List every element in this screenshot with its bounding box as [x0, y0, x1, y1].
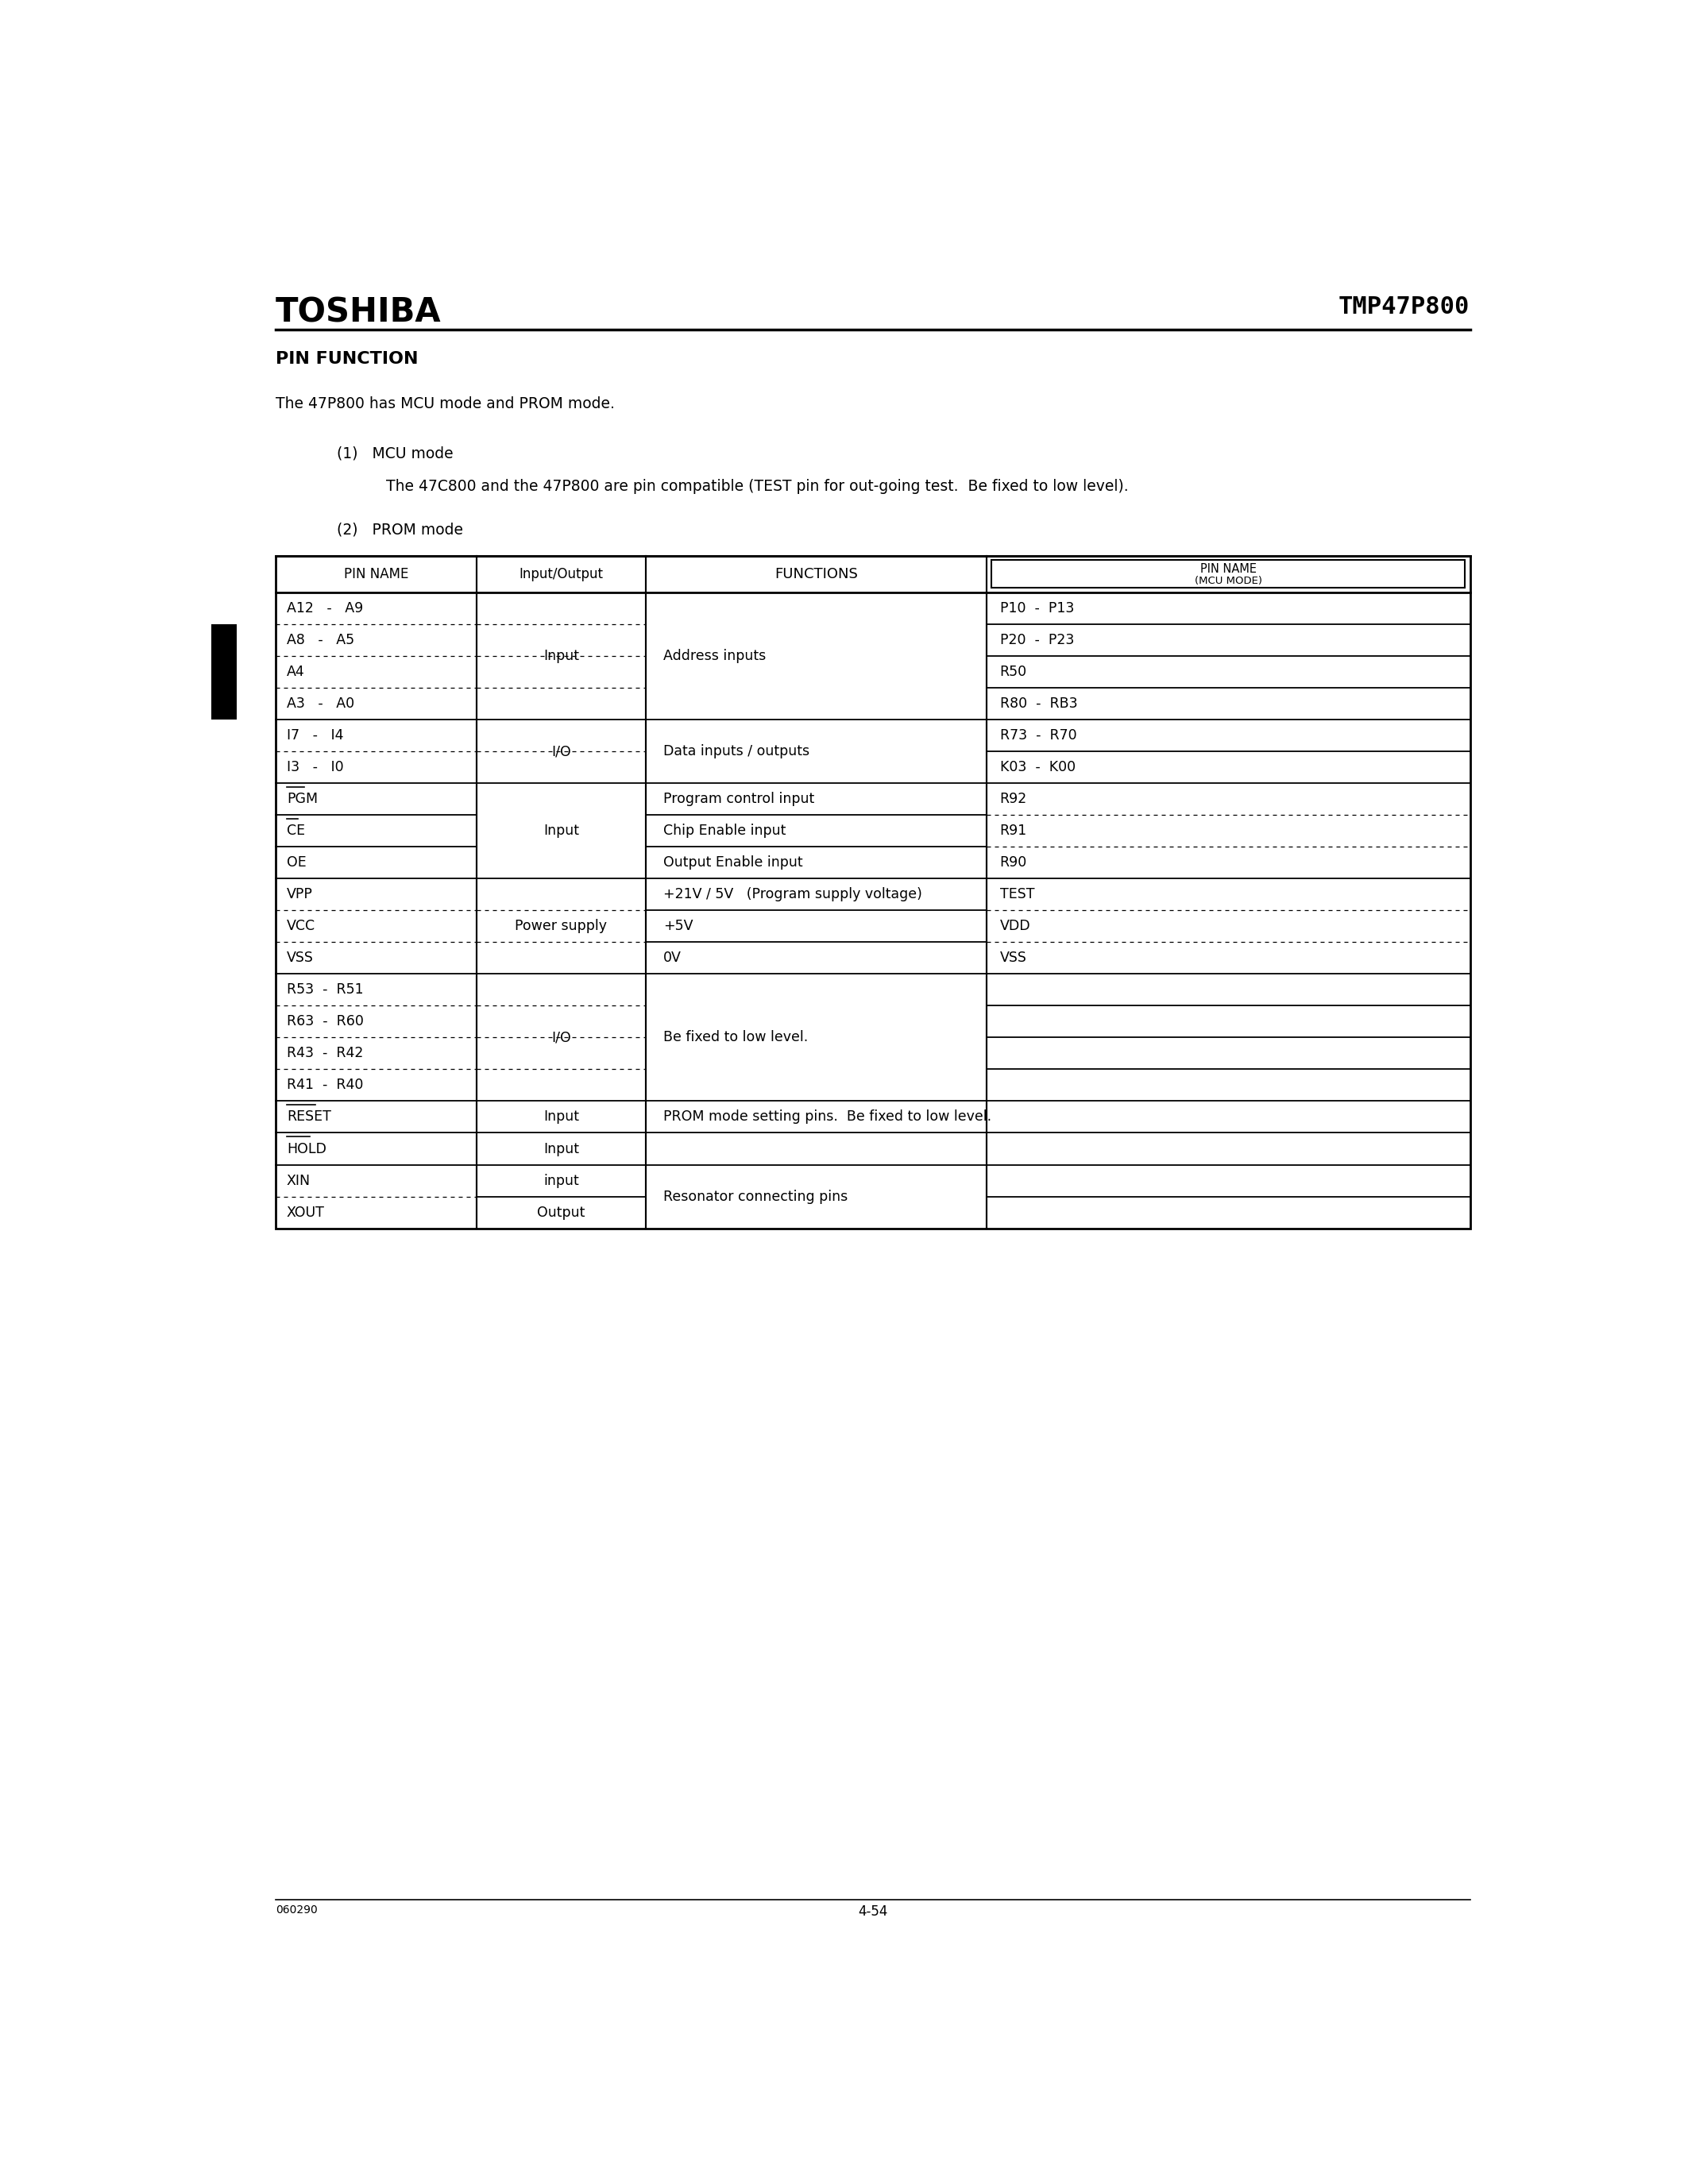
Text: I/O: I/O — [552, 1031, 571, 1044]
Text: (2)   PROM mode: (2) PROM mode — [338, 522, 464, 537]
Text: PIN NAME: PIN NAME — [344, 568, 408, 581]
Text: FUNCTIONS: FUNCTIONS — [775, 568, 858, 581]
Text: R63  -  R60: R63 - R60 — [287, 1013, 363, 1029]
Text: HOLD: HOLD — [287, 1142, 326, 1155]
Text: VCC: VCC — [287, 919, 316, 933]
Text: PIN FUNCTION: PIN FUNCTION — [275, 352, 419, 367]
Text: R90: R90 — [999, 856, 1026, 869]
Text: I7   -   I4: I7 - I4 — [287, 727, 344, 743]
Text: 060290: 060290 — [275, 1904, 317, 1915]
Text: R80  -  RB3: R80 - RB3 — [999, 697, 1077, 710]
Text: input: input — [544, 1173, 579, 1188]
Text: Input: Input — [544, 1142, 579, 1155]
Text: P20  -  P23: P20 - P23 — [999, 633, 1074, 646]
Text: Be fixed to low level.: Be fixed to low level. — [663, 1031, 809, 1044]
Text: The 47C800 and the 47P800 are pin compatible (TEST pin for out-going test.  Be f: The 47C800 and the 47P800 are pin compat… — [387, 478, 1129, 494]
Text: (1)   MCU mode: (1) MCU mode — [338, 446, 454, 461]
Text: R91: R91 — [999, 823, 1026, 839]
Text: VDD: VDD — [999, 919, 1030, 933]
Text: OE: OE — [287, 856, 307, 869]
Text: VSS: VSS — [287, 950, 314, 965]
Text: K03  -  K00: K03 - K00 — [999, 760, 1075, 775]
Text: TMP47P800: TMP47P800 — [1339, 295, 1470, 319]
Text: A8   -   A5: A8 - A5 — [287, 633, 354, 646]
Text: Chip Enable input: Chip Enable input — [663, 823, 785, 839]
Text: VPP: VPP — [287, 887, 312, 902]
Bar — [211, 625, 236, 719]
Text: I3   -   I0: I3 - I0 — [287, 760, 344, 775]
Text: Address inputs: Address inputs — [663, 649, 766, 664]
Text: Program control input: Program control input — [663, 793, 814, 806]
Text: R73  -  R70: R73 - R70 — [999, 727, 1077, 743]
Text: R43  -  R42: R43 - R42 — [287, 1046, 363, 1061]
Text: XOUT: XOUT — [287, 1206, 324, 1219]
Text: R92: R92 — [999, 793, 1026, 806]
Text: R50: R50 — [999, 664, 1026, 679]
Text: (MCU MODE): (MCU MODE) — [1195, 577, 1263, 587]
Text: PIN NAME: PIN NAME — [1200, 563, 1256, 574]
Text: P10  -  P13: P10 - P13 — [999, 601, 1074, 616]
Text: PROM mode setting pins.  Be fixed to low level.: PROM mode setting pins. Be fixed to low … — [663, 1109, 991, 1125]
Text: +5V: +5V — [663, 919, 692, 933]
Text: Input: Input — [544, 649, 579, 664]
Text: XIN: XIN — [287, 1173, 311, 1188]
Text: 4-54: 4-54 — [858, 1904, 888, 1920]
Text: TOSHIBA: TOSHIBA — [275, 295, 441, 330]
Text: VSS: VSS — [999, 950, 1026, 965]
Text: RESET: RESET — [287, 1109, 331, 1125]
Text: R53  -  R51: R53 - R51 — [287, 983, 363, 996]
Text: Input: Input — [544, 1109, 579, 1125]
Text: A4: A4 — [287, 664, 306, 679]
Text: +21V / 5V   (Program supply voltage): +21V / 5V (Program supply voltage) — [663, 887, 922, 902]
Text: Input/Output: Input/Output — [518, 568, 603, 581]
Text: 0V: 0V — [663, 950, 682, 965]
Text: The 47P800 has MCU mode and PROM mode.: The 47P800 has MCU mode and PROM mode. — [275, 397, 614, 413]
Text: A12   -   A9: A12 - A9 — [287, 601, 363, 616]
Text: PGM: PGM — [287, 793, 317, 806]
Text: TEST: TEST — [999, 887, 1035, 902]
Text: Input: Input — [544, 823, 579, 839]
Text: Power supply: Power supply — [515, 919, 608, 933]
Text: I/O: I/O — [552, 745, 571, 758]
Text: Resonator connecting pins: Resonator connecting pins — [663, 1190, 847, 1203]
Text: CE: CE — [287, 823, 306, 839]
Text: R41  -  R40: R41 - R40 — [287, 1079, 363, 1092]
Text: Data inputs / outputs: Data inputs / outputs — [663, 745, 809, 758]
Text: Output Enable input: Output Enable input — [663, 856, 802, 869]
Text: A3   -   A0: A3 - A0 — [287, 697, 354, 710]
Text: Output: Output — [537, 1206, 586, 1219]
